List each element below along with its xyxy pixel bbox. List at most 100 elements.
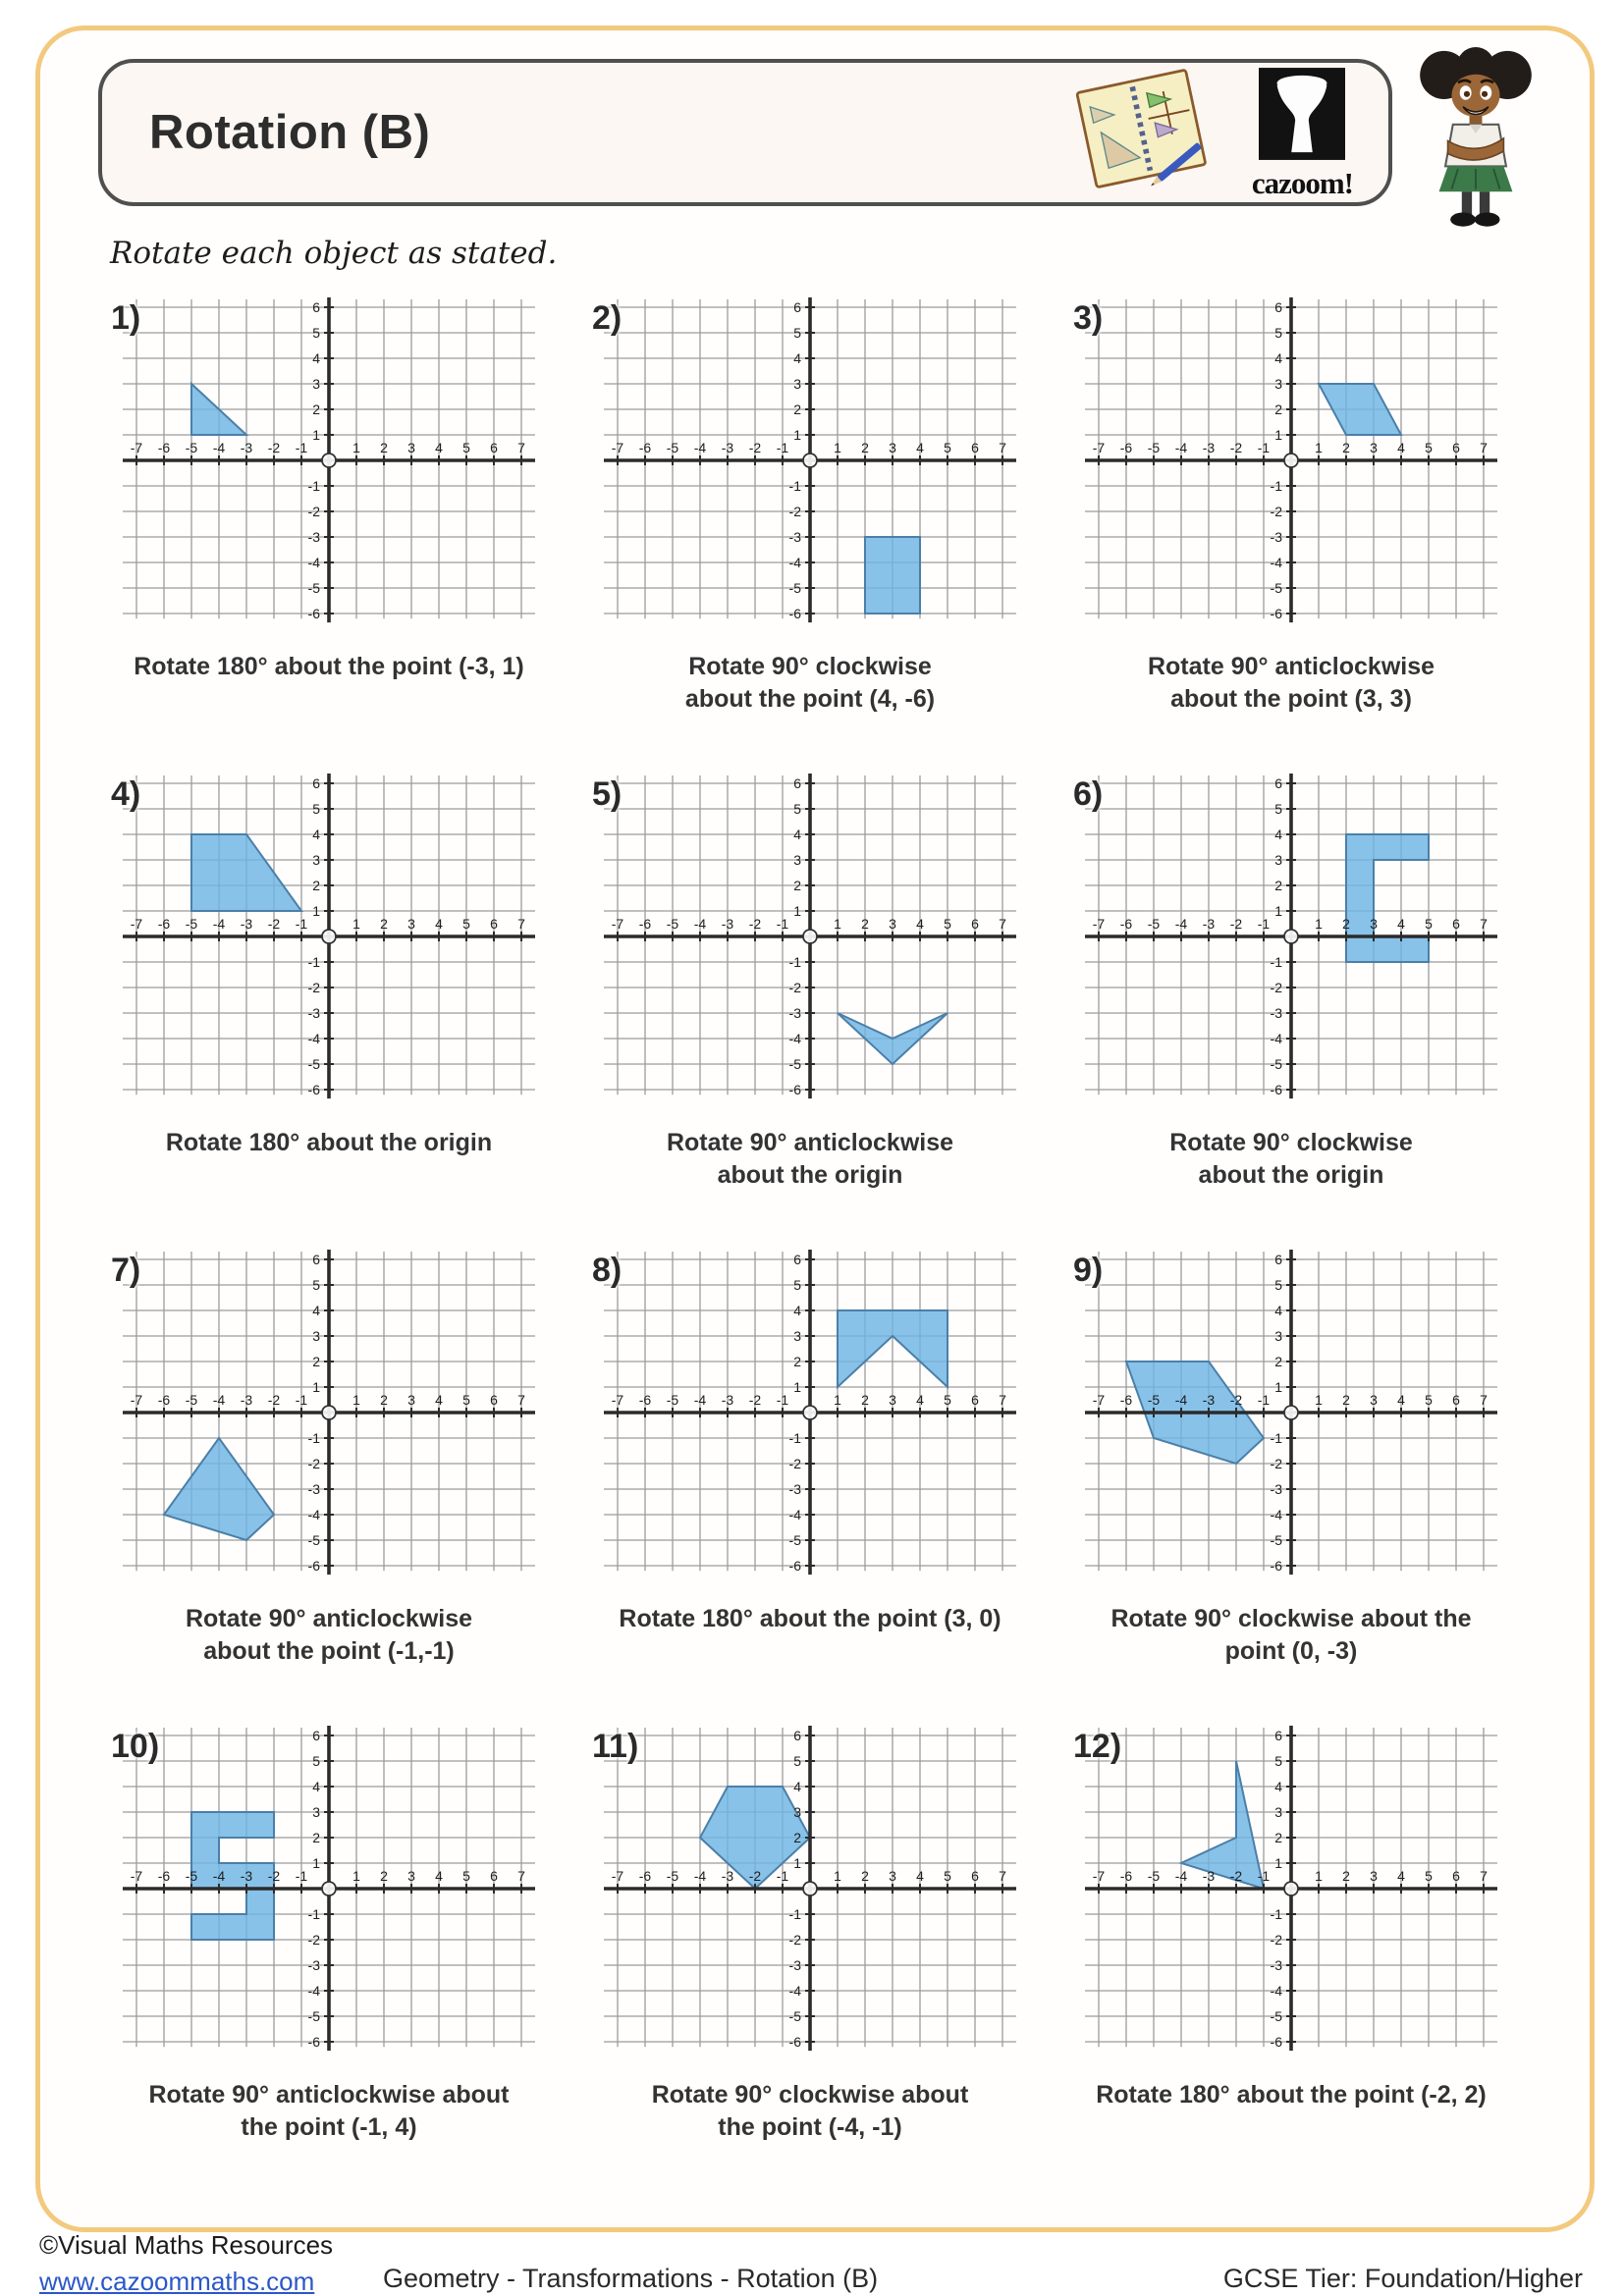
svg-text:1: 1: [1274, 1855, 1282, 1871]
svg-text:-6: -6: [1120, 1868, 1133, 1884]
svg-text:2: 2: [380, 1392, 388, 1408]
problem-cell: -7 -6 -5 -4 -3 -2 -1 1 2 3 4 5 6 7 -6 -5 -4 -3 -2 -1 1 2 3 4 5 6 8…: [569, 1248, 1051, 1726]
svg-text:7: 7: [999, 1868, 1006, 1884]
svg-text:-5: -5: [1271, 2008, 1283, 2024]
svg-text:1: 1: [793, 1379, 801, 1395]
svg-text:1: 1: [1315, 440, 1323, 455]
origin-marker: [1283, 1881, 1299, 1896]
svg-text:-6: -6: [1120, 1392, 1133, 1408]
svg-text:-3: -3: [1203, 1868, 1216, 1884]
instruction-text: Rotate each object as stated.: [110, 236, 558, 271]
svg-text:-7: -7: [612, 1392, 624, 1408]
svg-text:1: 1: [312, 1855, 320, 1871]
svg-text:6: 6: [971, 440, 979, 455]
svg-text:-2: -2: [1271, 1456, 1283, 1471]
shape-polygon: [190, 833, 303, 912]
caption-line: Rotate 90° clockwise about the: [1110, 1605, 1472, 1632]
svg-text:5: 5: [793, 1753, 801, 1769]
problem-caption: Rotate 180° about the point (3, 0): [619, 1603, 1001, 1635]
svg-text:-6: -6: [639, 1868, 652, 1884]
problem-number: 12): [1073, 1728, 1122, 1765]
svg-text:1: 1: [312, 903, 320, 919]
svg-text:-3: -3: [308, 529, 321, 545]
svg-text:-6: -6: [158, 916, 171, 932]
svg-text:5: 5: [1425, 440, 1433, 455]
shape-polygon: [190, 1811, 275, 1941]
svg-text:5: 5: [462, 1392, 470, 1408]
svg-text:4: 4: [435, 916, 443, 932]
svg-text:-1: -1: [1271, 954, 1283, 970]
origin-marker: [321, 1881, 337, 1896]
svg-text:2: 2: [861, 916, 869, 932]
origin-marker: [802, 453, 818, 468]
caption-line: the point (-1, 4): [241, 2113, 417, 2141]
svg-text:5: 5: [793, 325, 801, 341]
svg-text:-1: -1: [296, 916, 308, 932]
problem-caption: Rotate 90° anticlockwise about the origin: [667, 1127, 953, 1192]
problem-cell: -7 -6 -5 -4 -3 -2 -1 1 2 3 4 5 6 7 -6 -5 -4 -3 -2 -1 1 2 3 4 5 6 4…: [88, 772, 569, 1250]
svg-text:1: 1: [834, 1868, 841, 1884]
svg-text:5: 5: [312, 801, 320, 817]
svg-text:-2: -2: [308, 980, 321, 995]
svg-text:-3: -3: [789, 1481, 802, 1497]
svg-text:-1: -1: [789, 954, 802, 970]
svg-text:5: 5: [1425, 1392, 1433, 1408]
svg-text:-1: -1: [1258, 916, 1271, 932]
svg-text:6: 6: [793, 299, 801, 315]
svg-text:1: 1: [312, 1379, 320, 1395]
problem-number: 5): [592, 775, 623, 813]
caption-line: Rotate 90° clockwise: [1169, 1129, 1413, 1156]
svg-text:-7: -7: [612, 1868, 624, 1884]
svg-text:2: 2: [861, 440, 869, 455]
caption-line: about the origin: [717, 1161, 903, 1189]
problem-number: 11): [592, 1728, 639, 1765]
plot-wrap: -7 -6 -5 -4 -3 -2 -1 1 2 3 4 5 6 7 -6 -5 -4 -3 -2 -1 1 2 3 4 5 6 3…: [1073, 295, 1505, 625]
svg-text:-2: -2: [1230, 1392, 1243, 1408]
svg-text:-5: -5: [789, 1056, 802, 1072]
svg-text:-6: -6: [1271, 2034, 1283, 2050]
footer-tier: GCSE Tier: Foundation/Higher: [1222, 2264, 1583, 2293]
svg-text:-2: -2: [308, 1932, 321, 1948]
svg-text:4: 4: [1397, 1392, 1405, 1408]
origin-marker: [321, 1405, 337, 1420]
header-art: cazoom!: [1063, 67, 1354, 198]
svg-text:3: 3: [407, 1868, 415, 1884]
problem-caption: Rotate 90° clockwise about the origin: [1169, 1127, 1413, 1192]
svg-text:-1: -1: [1258, 440, 1271, 455]
plot-wrap: -7 -6 -5 -4 -3 -2 -1 1 2 3 4 5 6 7 -6 -5 -4 -3 -2 -1 1 2 3 4 5 6 2…: [592, 295, 1024, 625]
svg-text:-1: -1: [308, 954, 321, 970]
plot-wrap: -7 -6 -5 -4 -3 -2 -1 1 2 3 4 5 6 7 -6 -5 -4 -3 -2 -1 1 2 3 4 5 6 6…: [1073, 772, 1505, 1101]
shape-polygon: [190, 381, 249, 436]
shape-polygon: [698, 1786, 812, 1891]
header-box: Rotation (B): [98, 59, 1392, 206]
svg-text:-3: -3: [789, 529, 802, 545]
svg-text:5: 5: [462, 916, 470, 932]
drum-icon: [1259, 67, 1346, 164]
svg-text:-1: -1: [789, 478, 802, 494]
svg-text:-2: -2: [789, 980, 802, 995]
svg-text:2: 2: [793, 878, 801, 893]
problem-caption: Rotate 90° clockwise about the point (4, …: [685, 651, 935, 716]
footer-website-link[interactable]: www.cazoommaths.com: [39, 2267, 315, 2296]
svg-text:3: 3: [1274, 376, 1282, 392]
svg-text:4: 4: [1397, 916, 1405, 932]
page-title: Rotation (B): [149, 106, 431, 159]
svg-text:-3: -3: [722, 1868, 734, 1884]
svg-text:6: 6: [312, 1252, 320, 1267]
problem-cell: -7 -6 -5 -4 -3 -2 -1 1 2 3 4 5 6 7 -6 -5 -4 -3 -2 -1 1 2 3 4 5 6 9…: [1051, 1248, 1532, 1726]
problem-number: 7): [111, 1252, 141, 1289]
svg-text:-4: -4: [694, 916, 707, 932]
svg-text:-1: -1: [308, 478, 321, 494]
svg-text:-4: -4: [789, 1507, 802, 1522]
origin-marker: [802, 1881, 818, 1896]
svg-text:-4: -4: [213, 1868, 226, 1884]
svg-text:-3: -3: [1271, 529, 1283, 545]
svg-text:-2: -2: [1230, 1868, 1243, 1884]
problem-caption: Rotate 180° about the point (-2, 2): [1096, 2079, 1487, 2111]
